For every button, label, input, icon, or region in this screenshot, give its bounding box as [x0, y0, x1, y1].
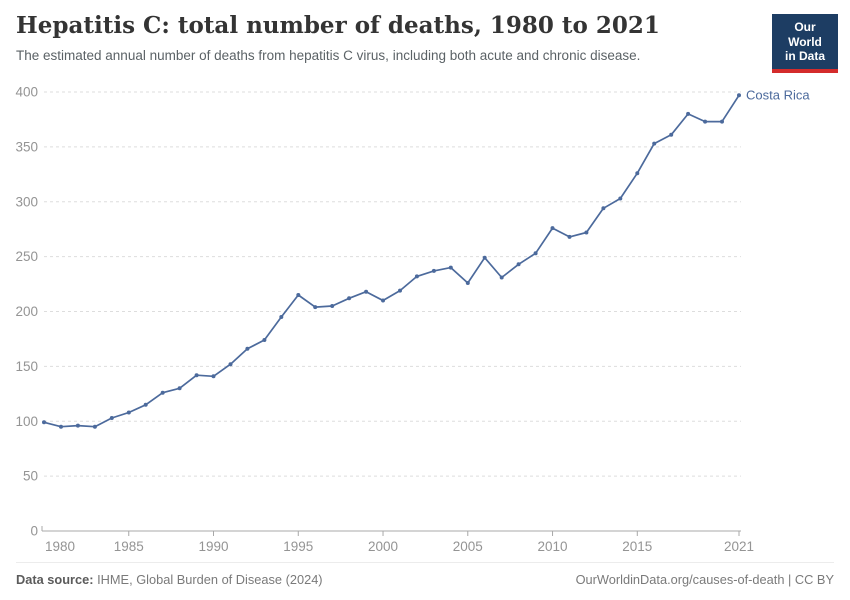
data-source-value: IHME, Global Burden of Disease (2024) [97, 572, 323, 587]
data-point[interactable] [499, 275, 504, 280]
y-tick-label: 300 [15, 194, 38, 209]
y-tick-label: 200 [15, 304, 38, 319]
x-tick-label: 1985 [114, 539, 144, 554]
chart-footer: Data source: IHME, Global Burden of Dise… [16, 562, 834, 587]
data-point[interactable] [245, 346, 250, 351]
data-point[interactable] [75, 423, 80, 428]
data-point[interactable] [482, 255, 487, 260]
data-point[interactable] [398, 288, 402, 293]
data-point[interactable] [584, 230, 589, 235]
data-point[interactable] [669, 132, 674, 137]
data-point[interactable] [720, 119, 724, 124]
owid-logo-line1: Our World [788, 20, 822, 49]
data-point[interactable] [109, 416, 114, 420]
data-point[interactable] [686, 111, 691, 116]
data-point[interactable] [211, 374, 216, 379]
chart-title: Hepatitis C: total number of deaths, 198… [16, 12, 660, 39]
chart-subtitle: The estimated annual number of deaths fr… [16, 47, 641, 63]
y-tick-label: 250 [15, 249, 38, 264]
y-tick-label: 0 [30, 524, 38, 539]
data-point[interactable] [279, 315, 284, 319]
data-point[interactable] [601, 206, 606, 211]
data-point[interactable] [347, 296, 352, 301]
data-point[interactable] [448, 265, 453, 270]
data-point[interactable] [381, 298, 385, 303]
data-point[interactable] [550, 226, 555, 231]
x-tick-label: 2021 [724, 539, 754, 554]
x-tick-label: 2005 [453, 539, 483, 554]
owid-logo-box: Our World in Data [772, 14, 838, 69]
data-point[interactable] [414, 274, 419, 279]
data-point[interactable] [262, 338, 267, 342]
x-tick-label: 1980 [45, 539, 75, 554]
y-tick-label: 50 [23, 469, 38, 484]
series-end-label[interactable]: Costa Rica [746, 87, 810, 102]
data-point[interactable] [364, 289, 369, 294]
data-point[interactable] [177, 386, 182, 391]
data-point[interactable] [465, 281, 470, 285]
data-point[interactable] [431, 268, 436, 273]
data-point[interactable] [652, 141, 657, 146]
x-tick-label: 2010 [538, 539, 568, 554]
series-line-costa-rica[interactable] [43, 94, 740, 428]
y-tick-label: 150 [15, 359, 38, 374]
y-tick-label: 400 [15, 85, 38, 100]
y-tick-label: 100 [15, 414, 38, 429]
x-tick-label: 2000 [368, 539, 398, 554]
chart-header: Hepatitis C: total number of deaths, 198… [16, 12, 838, 73]
x-tick-label: 1990 [198, 539, 228, 554]
data-point[interactable] [567, 234, 572, 239]
data-point[interactable] [92, 424, 97, 429]
data-point[interactable] [737, 93, 741, 98]
data-point[interactable] [330, 304, 335, 308]
x-tick-label: 1995 [283, 539, 313, 554]
data-point[interactable] [160, 390, 165, 395]
data-source: Data source: IHME, Global Burden of Dise… [16, 572, 323, 587]
x-tick-label: 2015 [622, 539, 652, 554]
owid-logo-red-bar [772, 68, 838, 73]
data-point[interactable] [194, 373, 199, 378]
owid-logo[interactable]: Our World in Data [772, 14, 838, 73]
data-point[interactable] [635, 171, 640, 176]
data-point[interactable] [143, 402, 148, 407]
data-point[interactable] [533, 251, 538, 256]
data-point[interactable] [703, 119, 708, 124]
y-tick-label: 350 [15, 139, 38, 154]
data-point[interactable] [313, 305, 318, 310]
owid-logo-line2: in Data [784, 49, 825, 64]
data-point[interactable] [296, 293, 301, 297]
credit-link[interactable]: OurWorldinData.org/causes-of-death | CC … [575, 572, 834, 587]
data-point[interactable] [126, 410, 131, 415]
data-source-label: Data source: [16, 572, 94, 587]
data-point[interactable] [42, 420, 46, 425]
data-point[interactable] [618, 196, 623, 201]
data-point[interactable] [516, 262, 521, 267]
data-point[interactable] [228, 362, 233, 367]
data-point[interactable] [59, 424, 63, 429]
